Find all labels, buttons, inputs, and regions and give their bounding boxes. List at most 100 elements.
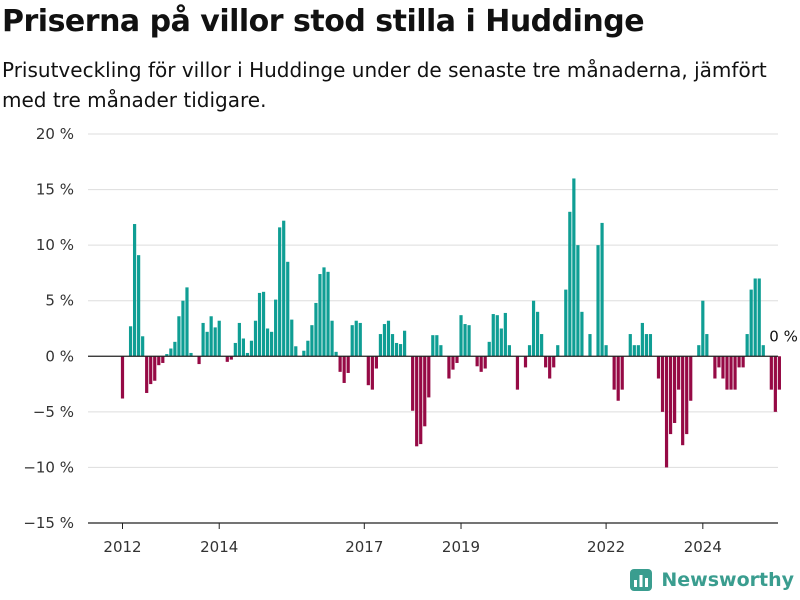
bar	[685, 356, 689, 435]
y-tick-label: 5 %	[45, 292, 74, 310]
bar	[149, 356, 153, 385]
bar	[169, 348, 173, 357]
bar	[580, 311, 584, 357]
x-tick-label: 2014	[200, 538, 238, 556]
bar	[411, 356, 415, 411]
bar	[572, 178, 576, 357]
bar	[721, 356, 725, 379]
bar	[745, 334, 749, 357]
bar	[342, 356, 346, 383]
x-tick-label: 2022	[587, 538, 625, 556]
bar	[286, 261, 290, 357]
bar	[382, 324, 387, 357]
bar	[729, 356, 733, 390]
bar	[173, 341, 177, 357]
y-tick-label: 15 %	[36, 181, 74, 199]
bar	[270, 331, 274, 357]
bar	[499, 328, 503, 357]
bar	[523, 356, 528, 368]
y-tick-label: −5 %	[33, 403, 74, 421]
bar	[354, 320, 358, 357]
bar	[463, 324, 467, 357]
bar	[447, 356, 451, 379]
bar	[358, 322, 362, 357]
x-axis-ticks: 2012 2014 2017 2019 2022 2024	[103, 523, 722, 556]
bar	[503, 312, 507, 357]
bar	[370, 356, 374, 390]
bar	[660, 356, 665, 412]
bar	[318, 274, 322, 357]
bar	[540, 334, 544, 357]
bar	[197, 356, 201, 365]
y-tick-label: 10 %	[36, 236, 74, 254]
y-tick-label: 20 %	[36, 125, 74, 143]
bar	[177, 316, 181, 357]
bar	[495, 315, 499, 357]
bar	[185, 287, 189, 357]
bar	[677, 356, 681, 390]
bar	[427, 356, 431, 398]
bar	[120, 356, 125, 399]
bar	[527, 345, 532, 357]
bar	[753, 278, 757, 357]
bar	[596, 245, 600, 357]
bar	[773, 356, 777, 412]
bar	[302, 350, 306, 357]
bar	[459, 315, 463, 357]
x-axis	[88, 355, 778, 524]
bar	[616, 356, 620, 401]
bar	[777, 356, 781, 390]
bar	[475, 356, 479, 367]
bar	[201, 322, 205, 357]
bar	[157, 356, 161, 366]
bar	[403, 330, 407, 357]
bar	[274, 299, 278, 357]
bar	[737, 356, 741, 368]
bar	[604, 345, 608, 357]
bar	[431, 335, 435, 357]
brand-name: Newsworthy	[661, 569, 794, 591]
bar	[673, 356, 677, 423]
bar	[620, 356, 624, 390]
bar	[257, 292, 262, 357]
bar	[306, 340, 310, 357]
y-axis-ticks: 20 % 15 % 10 % 5 % 0 % −5 % −10 % −15 %	[23, 125, 74, 532]
bar	[419, 356, 423, 445]
gridlines	[88, 133, 778, 524]
y-tick-label: −10 %	[23, 458, 74, 476]
bar	[132, 224, 137, 357]
bar	[390, 334, 395, 357]
bar	[241, 338, 245, 357]
bar	[153, 356, 157, 381]
bar	[386, 320, 391, 357]
x-tick-label: 2019	[442, 538, 480, 556]
bar	[491, 314, 495, 357]
bar	[628, 334, 632, 357]
bar	[717, 356, 721, 368]
chart-title: Priserna på villor stod stilla i Hudding…	[2, 4, 645, 39]
x-tick-label: 2012	[103, 538, 141, 556]
bar	[544, 356, 548, 368]
bar	[233, 342, 237, 357]
bar	[556, 345, 560, 357]
bar	[664, 356, 669, 468]
bar	[290, 319, 294, 357]
bar	[636, 345, 640, 357]
bar	[697, 345, 701, 357]
bar	[217, 320, 221, 357]
bar	[374, 356, 378, 369]
bar	[733, 356, 737, 390]
bar-chart: 20 %15 %10 %5 %0 %−5 %−10 %−15 % 2012 201…	[23, 125, 798, 556]
bar	[749, 289, 753, 357]
bar	[128, 326, 133, 357]
bar	[346, 356, 350, 373]
bar	[314, 302, 318, 357]
bar	[515, 356, 520, 390]
bar	[213, 327, 217, 357]
bar	[713, 356, 717, 379]
bar	[455, 356, 459, 363]
bar	[564, 289, 568, 357]
bar	[189, 352, 193, 357]
bar	[165, 354, 169, 357]
bar	[229, 356, 233, 360]
